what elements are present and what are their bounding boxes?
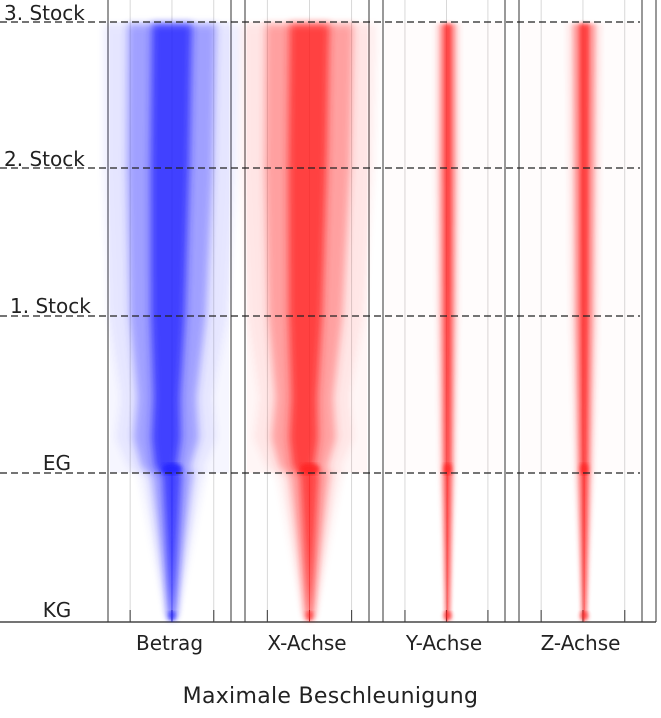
panel-betrag: [103, 0, 241, 622]
kg-spot: [305, 611, 314, 621]
series-label-betrag: Betrag: [136, 631, 203, 655]
distribution-wash: [110, 22, 229, 473]
panel-y-achse: [382, 0, 506, 622]
level-label-kg: KG: [43, 598, 72, 622]
kg-spot: [167, 611, 176, 621]
distribution-core: [288, 24, 330, 618]
level-label-1-stock: 1. Stock: [10, 294, 91, 318]
level-label-3-stock: 3. Stock: [4, 1, 85, 25]
x-axis-title: Maximale Beschleunigung: [182, 684, 479, 709]
floor-level-labels: KG EG 1. Stock 2. Stock 3. Stock: [4, 1, 91, 622]
distribution-core: [150, 24, 192, 618]
eg-spot: [580, 463, 589, 475]
kg-spot: [443, 611, 452, 621]
distribution-wash: [247, 22, 367, 473]
eg-spot: [443, 463, 452, 475]
series-labels: Betrag X-Achse Y-Achse Z-Achse: [136, 631, 620, 655]
plot-panels: [0, 0, 657, 623]
level-label-eg: EG: [43, 451, 71, 475]
series-label-y-achse: Y-Achse: [405, 631, 482, 655]
eg-spot: [161, 463, 182, 475]
floor-level-lines: [0, 21, 640, 474]
distribution-wash: [385, 22, 503, 473]
series-label-x-achse: X-Achse: [267, 631, 346, 655]
panel-x-achse: [241, 0, 378, 622]
level-label-2-stock: 2. Stock: [4, 147, 85, 171]
kg-spot: [580, 611, 589, 621]
panel-z-achse: [518, 0, 643, 622]
eg-spot: [299, 463, 320, 475]
distribution-wash: [521, 22, 640, 473]
series-label-z-achse: Z-Achse: [541, 631, 621, 655]
